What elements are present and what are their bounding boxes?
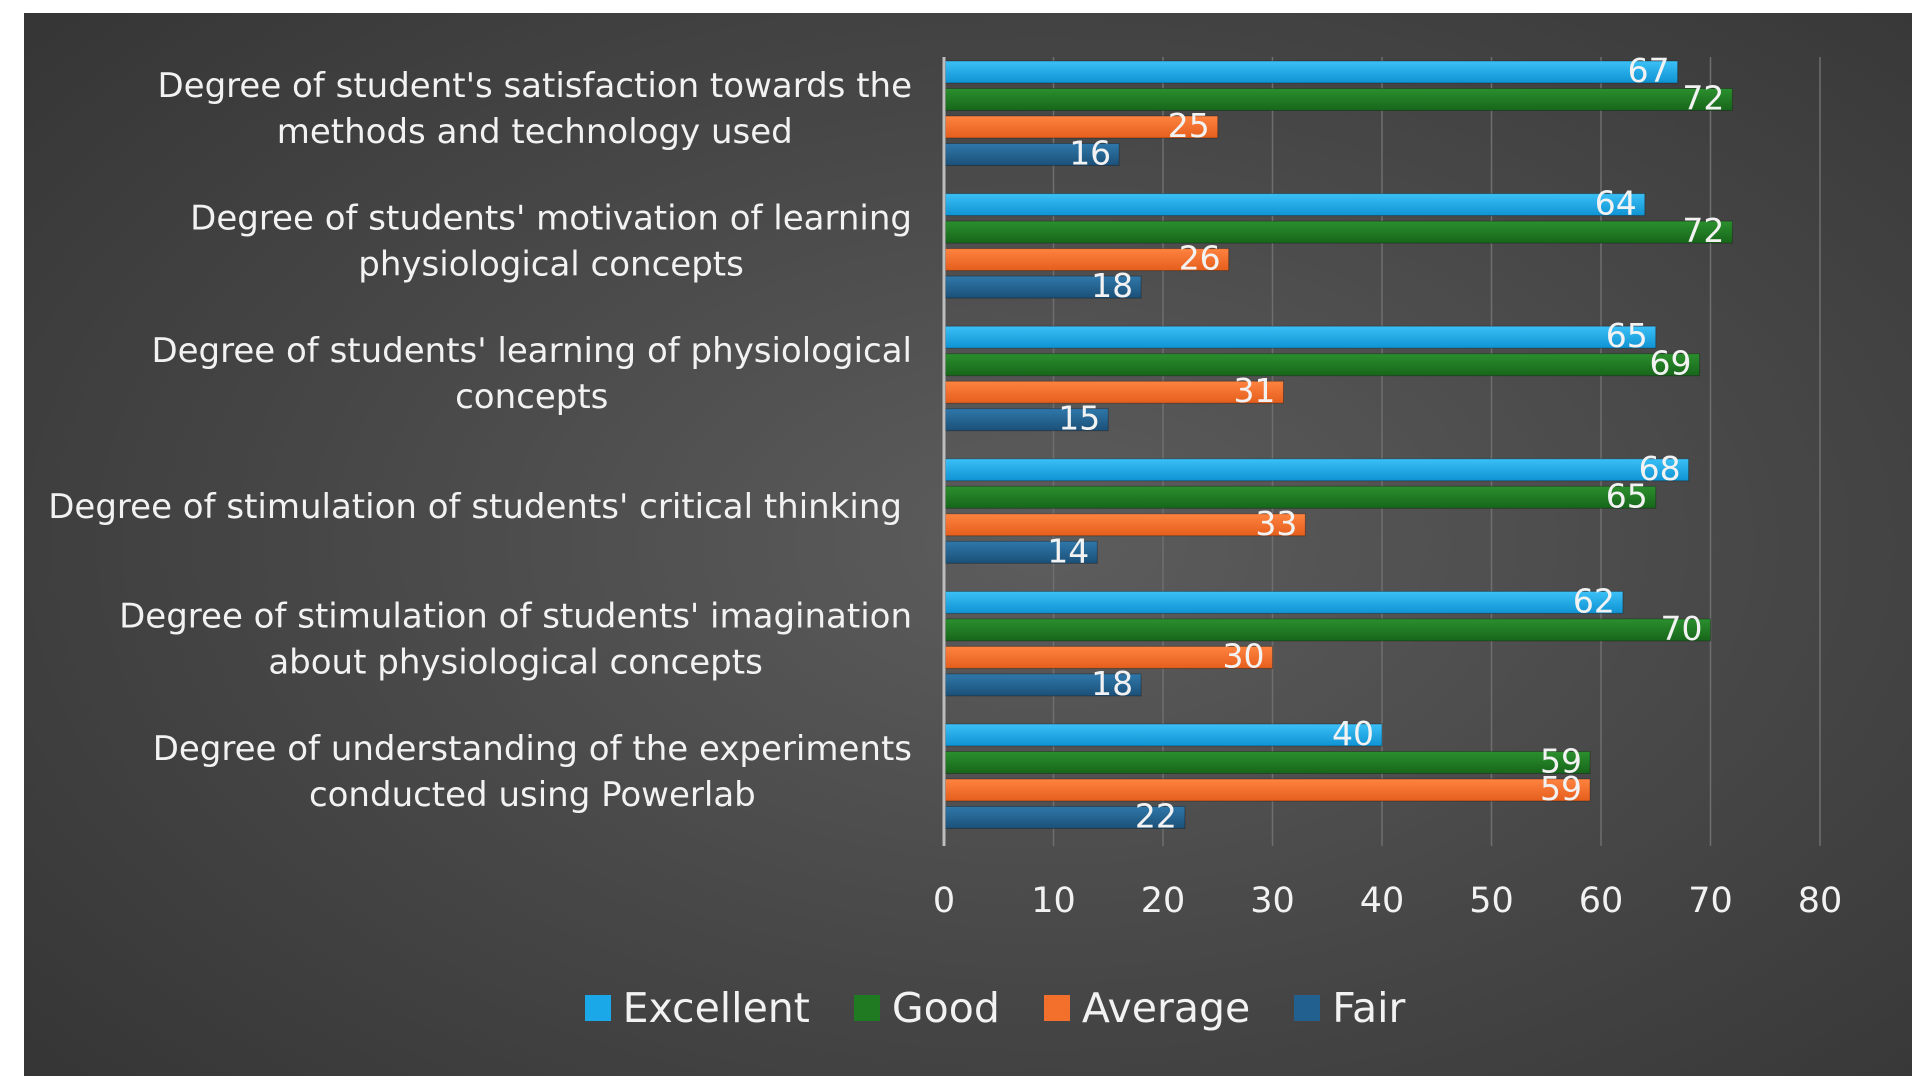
category-labels: Degree of student's satisfaction towards… xyxy=(48,66,912,815)
data-label-fair-6: 22 xyxy=(1135,797,1177,836)
legend-item-excellent: Excellent xyxy=(584,984,810,1032)
legend-swatch-average xyxy=(1043,995,1070,1021)
data-label-fair-2: 18 xyxy=(1091,266,1133,305)
bar-excellent-3 xyxy=(945,325,1657,349)
legend-swatch-excellent xyxy=(584,995,611,1021)
x-tick-label-80: 80 xyxy=(1798,881,1843,921)
category-label-1-line-1: Degree of student's satisfaction towards… xyxy=(157,66,912,106)
category-label-2-line-2: physiological concepts xyxy=(358,245,744,285)
data-label-excellent-1: 67 xyxy=(1628,51,1670,90)
x-tick-label-10: 10 xyxy=(1031,881,1076,921)
legend-label-fair: Fair xyxy=(1332,984,1406,1032)
data-labels: 6772251664722618656931156865331462703018… xyxy=(1047,51,1724,836)
data-label-excellent-6: 40 xyxy=(1332,714,1374,753)
data-label-good-1: 72 xyxy=(1682,79,1724,118)
category-label-3-line-2: concepts xyxy=(455,377,608,417)
data-label-average-3: 31 xyxy=(1233,371,1275,410)
bar-excellent-2 xyxy=(945,193,1646,217)
x-tick-label-40: 40 xyxy=(1360,881,1405,921)
legend-item-good: Good xyxy=(853,984,1000,1032)
data-label-average-5: 30 xyxy=(1223,636,1265,675)
data-label-excellent-2: 64 xyxy=(1595,184,1637,223)
x-tick-label-30: 30 xyxy=(1250,881,1295,921)
x-axis-tick-labels: 0 10 20 30 40 50 60 70 80 xyxy=(933,881,1842,921)
bar-good-5 xyxy=(945,618,1711,642)
data-label-average-2: 26 xyxy=(1179,239,1221,278)
legend-item-fair: Fair xyxy=(1294,985,1405,1031)
bar-good-1 xyxy=(945,88,1733,111)
category-label-1-line-2: methods and technology used xyxy=(277,112,793,152)
data-label-average-4: 33 xyxy=(1255,504,1297,543)
legend: Excellent Good Average Fair xyxy=(51,985,1923,1031)
category-label-5-line-1: Degree of stimulation of students' imagi… xyxy=(119,596,912,636)
category-label-6-line-1: Degree of understanding of the experimen… xyxy=(153,729,912,769)
legend-item-average: Average xyxy=(1043,984,1251,1032)
x-tick-label-0: 0 xyxy=(933,881,955,921)
data-label-excellent-3: 65 xyxy=(1606,316,1648,355)
x-tick-label-50: 50 xyxy=(1469,881,1514,921)
bar-average-4 xyxy=(945,513,1306,537)
data-label-average-1: 25 xyxy=(1168,106,1210,145)
bar-excellent-4 xyxy=(945,458,1690,482)
legend-label-good: Good xyxy=(891,984,1000,1032)
bar-good-6 xyxy=(945,751,1591,774)
bar-excellent-5 xyxy=(945,590,1624,614)
legend-swatch-good xyxy=(853,995,880,1021)
bar-excellent-6 xyxy=(945,723,1383,747)
category-label-3-line-1: Degree of students' learning of physiolo… xyxy=(151,331,912,371)
data-label-average-6: 59 xyxy=(1540,769,1582,808)
bar-chart: 6772251664722618656931156865331462703018… xyxy=(48,51,1842,921)
category-label-4-line-1: Degree of stimulation of students' criti… xyxy=(48,487,902,527)
category-label-6-line-2: conducted using Powerlab xyxy=(309,775,756,815)
gridlines xyxy=(1052,57,1821,846)
x-tick-label-20: 20 xyxy=(1141,881,1186,921)
legend-swatch-fair xyxy=(1294,995,1321,1021)
data-label-good-3: 69 xyxy=(1650,344,1692,383)
data-label-fair-4: 14 xyxy=(1047,531,1089,570)
data-label-good-5: 70 xyxy=(1661,609,1703,648)
bar-good-2 xyxy=(945,220,1733,244)
legend-label-average: Average xyxy=(1081,984,1251,1032)
bar-average-6 xyxy=(945,778,1591,802)
data-label-good-4: 65 xyxy=(1606,476,1648,515)
data-label-good-6: 59 xyxy=(1540,742,1582,781)
data-label-fair-5: 18 xyxy=(1091,664,1133,703)
data-label-fair-1: 16 xyxy=(1069,134,1111,173)
category-label-2-line-1: Degree of students' motivation of learni… xyxy=(190,199,912,239)
data-label-good-2: 72 xyxy=(1682,211,1724,250)
legend-label-excellent: Excellent xyxy=(622,984,810,1032)
bars xyxy=(945,60,1733,829)
chart-panel: 67 72 25 16 64 72 26 18 65 69 31 15 68 65 33 14 62 70 30 18… xyxy=(24,13,1912,1076)
data-label-fair-3: 15 xyxy=(1058,399,1100,438)
data-label-excellent-4: 68 xyxy=(1639,449,1681,488)
bar-good-4 xyxy=(945,485,1657,509)
x-tick-label-60: 60 xyxy=(1579,881,1624,921)
bar-excellent-1 xyxy=(945,60,1679,84)
category-label-5-line-2: about physiological concepts xyxy=(268,642,762,682)
bar-good-3 xyxy=(945,353,1701,377)
x-tick-label-70: 70 xyxy=(1688,881,1733,921)
data-label-excellent-5: 62 xyxy=(1573,581,1615,620)
